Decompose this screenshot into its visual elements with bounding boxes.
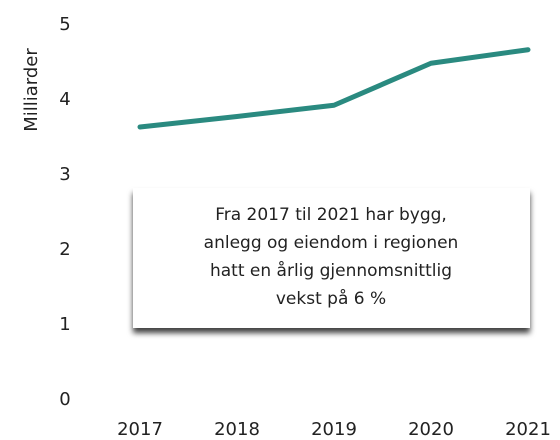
y-tick-label: 0: [59, 389, 70, 410]
y-axis-label: Milliarder: [21, 48, 42, 132]
annotation-text: Fra 2017 til 2021 har bygg,: [215, 205, 447, 225]
x-tick-label: 2018: [214, 419, 260, 440]
annotation-text: anlegg og eiendom i regionen: [204, 233, 459, 253]
y-tick-label: 3: [59, 164, 70, 185]
y-tick-label: 5: [59, 14, 70, 35]
x-tick-label: 2020: [408, 419, 454, 440]
x-tick-label: 2021: [505, 419, 551, 440]
data-line: [137, 47, 531, 130]
x-tick-label: 2017: [117, 419, 163, 440]
y-tick-label: 2: [59, 239, 70, 260]
annotation-text: hatt en årlig gjennomsnittlig: [210, 260, 452, 281]
y-tick-label: 1: [59, 314, 70, 335]
annotation-text: vekst på 6 %: [276, 288, 386, 309]
annotation-box: [133, 188, 530, 328]
y-tick-label: 4: [59, 89, 70, 110]
x-tick-label: 2019: [311, 419, 357, 440]
